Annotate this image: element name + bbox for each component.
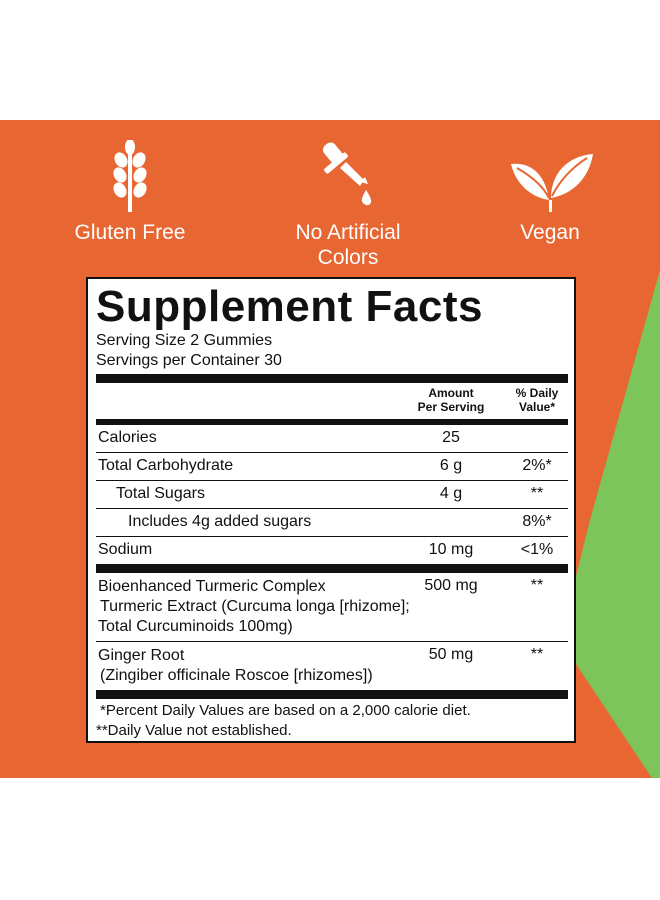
ingredient-dv: **: [530, 646, 544, 663]
ingredient-turmeric: Bioenhanced Turmeric Complex Turmeric Ex…: [96, 573, 568, 642]
ingredient-amount: 50 mg: [428, 646, 474, 663]
footnote-not-established: **Daily Value not established.: [96, 722, 292, 739]
ingredient-ginger: Ginger Root (Zingiber officinale Roscoe …: [96, 642, 568, 690]
footnote-daily-values: *Percent Daily Values are based on a 2,0…: [100, 702, 471, 719]
header-daily-value: % Daily Value*: [515, 386, 559, 414]
ingredient-amount: 500 mg: [424, 577, 478, 594]
ingredient-dv: **: [530, 577, 544, 594]
ingredient-name: Ginger Root: [98, 647, 185, 664]
column-headers: Amount Per Serving % Daily Value*: [96, 383, 568, 419]
nutrient-amount: 4 g: [439, 485, 463, 502]
nutrient-row-sodium: Sodium 10 mg <1%: [96, 537, 568, 564]
nutrient-name: Sodium: [98, 541, 153, 558]
nutrient-dv: 8%*: [522, 513, 552, 530]
divider-thick: [96, 690, 568, 699]
nutrient-row-carbohydrate: Total Carbohydrate 6 g 2%*: [96, 453, 568, 481]
nutrient-name: Calories: [98, 429, 157, 446]
leaf-icon: [511, 154, 593, 212]
badge-no-artificial-colors: No Artificial Colors: [258, 140, 438, 270]
nutrient-dv: 2%*: [522, 457, 552, 474]
dropper-icon: [323, 142, 372, 206]
green-accent-shape: [560, 270, 660, 778]
nutrient-row-total-sugars: Total Sugars 4 g **: [96, 481, 568, 509]
badge-label: No Artificial Colors: [295, 221, 401, 269]
nutrient-dv: <1%: [520, 541, 554, 558]
badge-label: Gluten Free: [74, 221, 186, 244]
nutrient-amount: 10 mg: [428, 541, 474, 558]
divider-thick: [96, 374, 568, 383]
orange-background-band: Gluten Free No Artificial Colors: [0, 120, 660, 778]
nutrient-amount: 6 g: [439, 457, 463, 474]
nutrient-row-added-sugars: Includes 4g added sugars 8%*: [96, 509, 568, 537]
ingredient-detail: (Zingiber officinale Roscoe [rhizomes]): [100, 667, 373, 684]
nutrient-name: Total Carbohydrate: [98, 457, 234, 474]
servings-per-container: Servings per Container 30: [96, 352, 282, 369]
divider-thick: [96, 564, 568, 573]
supplement-facts-panel: Supplement Facts Serving Size 2 Gummies …: [86, 277, 576, 743]
nutrient-amount: 25: [442, 429, 460, 446]
wheat-icon: [113, 140, 147, 212]
ingredient-detail: Turmeric Extract (Curcuma longa [rhizome…: [100, 598, 410, 615]
divider-medium: [96, 419, 568, 425]
nutrient-row-calories: Calories 25: [96, 425, 568, 453]
nutrient-name: Total Sugars: [116, 485, 205, 502]
badge-gluten-free: Gluten Free: [40, 140, 220, 245]
serving-size: Serving Size 2 Gummies: [96, 332, 273, 349]
facts-title: Supplement Facts: [96, 282, 483, 331]
nutrient-name: Includes 4g added sugars: [128, 513, 312, 530]
header-amount: Amount Per Serving: [417, 386, 485, 414]
footnotes: *Percent Daily Values are based on a 2,0…: [96, 699, 568, 741]
nutrient-dv: **: [530, 485, 544, 502]
badge-label: Vegan: [520, 221, 580, 244]
ingredient-detail: Total Curcuminoids 100mg): [98, 618, 293, 635]
badge-vegan: Vegan: [460, 140, 640, 245]
ingredient-name: Bioenhanced Turmeric Complex: [98, 578, 326, 595]
